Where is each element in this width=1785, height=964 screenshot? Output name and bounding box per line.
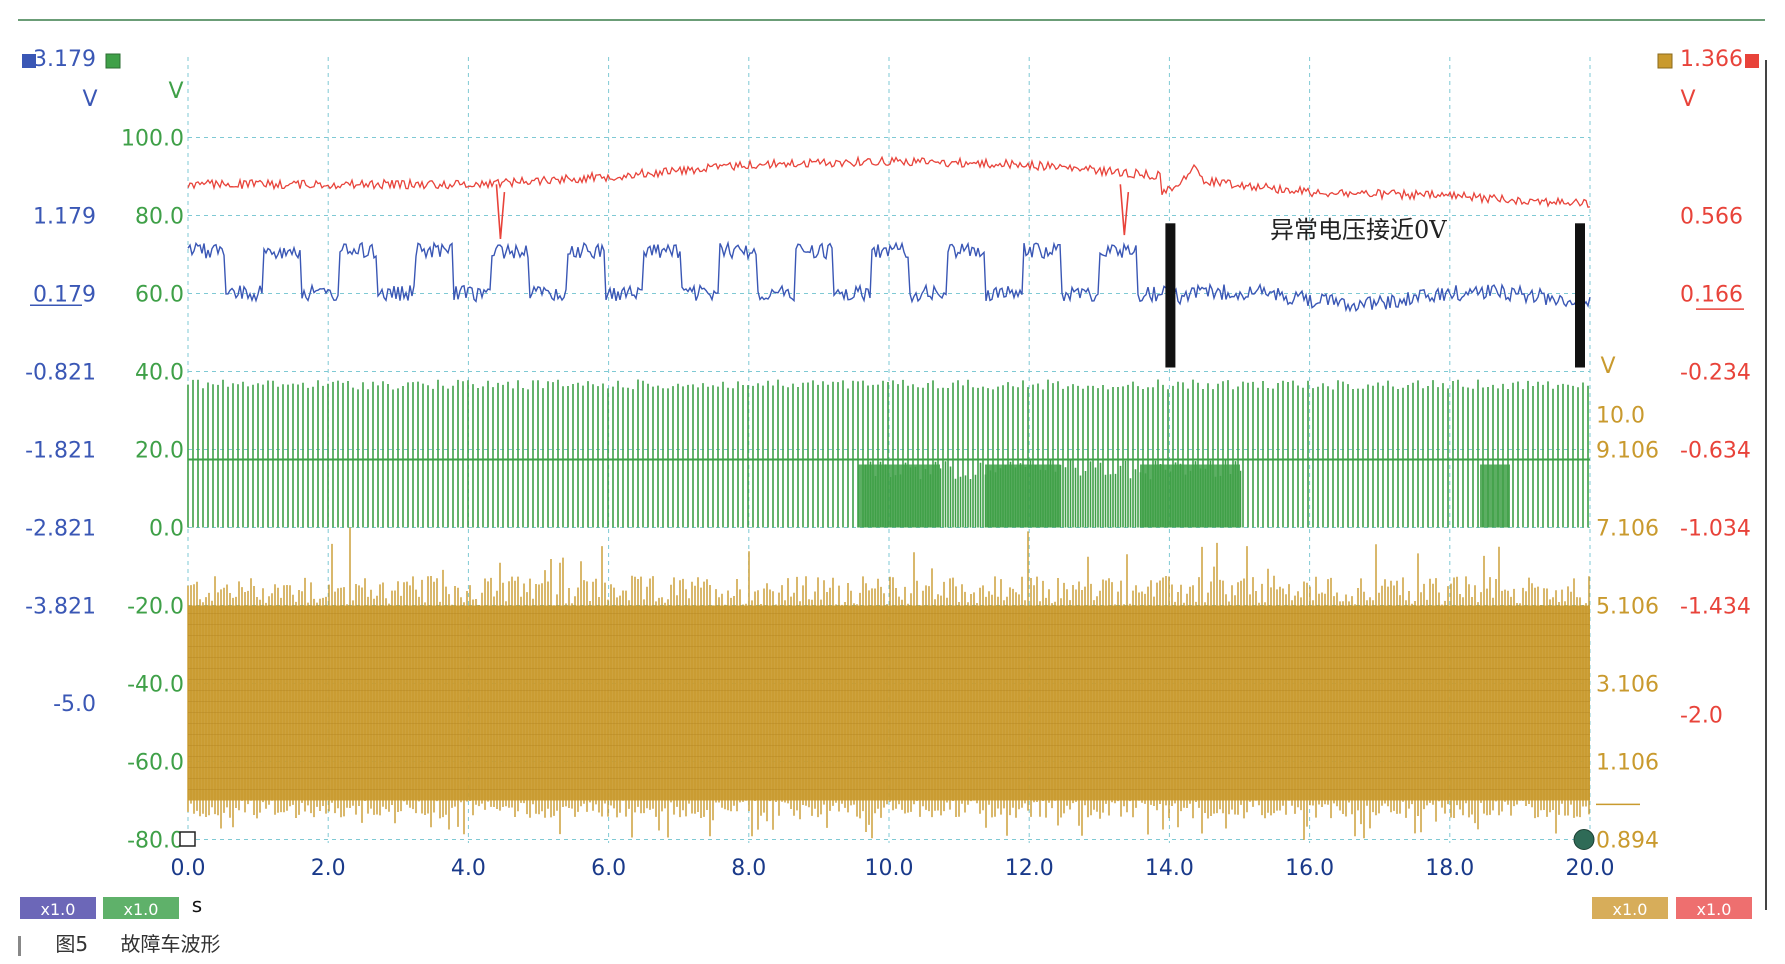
caption-bar (18, 935, 21, 956)
red-axis-tick: -1.434 (1680, 595, 1751, 620)
x-axis-tick: 20.0 (1566, 856, 1615, 881)
figure-caption: 图5 故障车波形 (18, 928, 246, 957)
blue-axis-tick: -1.821 (25, 439, 96, 464)
green-axis-tick: 0.0 (149, 517, 184, 542)
blue-axis-tick: 0.179 (33, 283, 96, 308)
green-multiplier-badge (103, 897, 179, 919)
red-axis-tick: -1.034 (1680, 517, 1751, 542)
blue-axis-tick: -2.821 (25, 517, 96, 542)
x-axis-tick: 18.0 (1425, 856, 1474, 881)
green-axis-tick: 40.0 (135, 361, 184, 386)
orange-axis-tick: 9.106 (1596, 439, 1659, 464)
x-axis-tick: 8.0 (731, 856, 766, 881)
orange-axis-tick: 0.894 (1596, 829, 1659, 854)
x-axis-tick: 16.0 (1285, 856, 1334, 881)
red-axis-tick: -0.634 (1680, 439, 1751, 464)
right-end-marker (1573, 829, 1595, 850)
caption-label: 图5 (55, 932, 89, 956)
green-axis-tick: -20.0 (127, 595, 184, 620)
red-spike (1119, 184, 1130, 236)
red-multiplier-badge (1676, 897, 1752, 919)
blue-trace (187, 240, 1591, 313)
blue-axis-top-value: 3.179 (33, 47, 96, 72)
blue-axis-tick: -3.821 (25, 595, 96, 620)
green-axis-tick: -60.0 (127, 751, 184, 776)
orange-axis-tick: 7.106 (1596, 517, 1659, 542)
red-axis-tick: -2.0 (1680, 704, 1723, 729)
green-axis-tick: -80.0 (127, 829, 184, 854)
orange-channel-swatch (1657, 53, 1673, 69)
blue-axis-tick: -5.0 (53, 692, 96, 717)
green-dense-block (1480, 464, 1510, 528)
blue-multiplier-label: x1.0 (41, 900, 76, 919)
red-axis-tick: -0.234 (1680, 361, 1751, 386)
green-axis-tick: 60.0 (135, 283, 184, 308)
green-axis-unit: V (168, 79, 183, 104)
green-dense-block (985, 464, 1060, 528)
x-axis-tick: 4.0 (451, 856, 486, 881)
orange-axis-tick: 5.106 (1596, 595, 1659, 620)
orange-striations (188, 613, 1590, 790)
blue-axis-tick: 1.179 (33, 205, 96, 230)
green-dense-block (858, 464, 940, 528)
blue-multiplier-badge (20, 897, 96, 919)
x-axis-tick: 6.0 (591, 856, 626, 881)
x-axis-tick: 14.0 (1145, 856, 1194, 881)
green-multiplier-label: x1.0 (124, 900, 159, 919)
green-channel-swatch (105, 53, 121, 69)
x-axis-tick: 10.0 (865, 856, 914, 881)
green-dense-block (1140, 464, 1240, 528)
blue-channel-swatch (22, 54, 36, 68)
red-axis-tick: 0.566 (1680, 205, 1743, 230)
red-spike (495, 184, 506, 239)
red-channel-swatch (1745, 54, 1759, 68)
green-axis-tick: 80.0 (135, 205, 184, 230)
orange-axis-tick: 3.106 (1596, 673, 1659, 698)
left-end-marker (179, 831, 196, 847)
orange-axis-tick: 10.0 (1596, 404, 1645, 429)
red-axis-top-value: 1.366 (1680, 47, 1743, 72)
cursor-marker (1165, 223, 1176, 368)
orange-axis-tick: 1.106 (1596, 751, 1659, 776)
red-axis-tick: 0.166 (1680, 283, 1743, 308)
orange-multiplier-label: x1.0 (1613, 900, 1648, 919)
cursor-marker (1575, 223, 1585, 368)
annotation-text: 异常电压接近0V (1270, 216, 1447, 244)
orange-trace (187, 527, 1590, 840)
x-axis-tick: 2.0 (311, 856, 346, 881)
orange-multiplier-badge (1592, 897, 1668, 919)
x-axis-tick: 12.0 (1005, 856, 1054, 881)
red-trace (187, 155, 1591, 208)
orange-axis-unit: V (1600, 354, 1615, 379)
green-axis-tick: 100.0 (121, 127, 184, 152)
caption-text: 故障车波形 (120, 932, 221, 956)
red-axis-unit: V (1680, 87, 1695, 112)
green-axis-tick: -40.0 (127, 673, 184, 698)
red-multiplier-label: x1.0 (1697, 900, 1732, 919)
x-axis-tick: 0.0 (171, 856, 206, 881)
blue-axis-tick: -0.821 (25, 361, 96, 386)
green-axis-tick: 20.0 (135, 439, 184, 464)
x-axis-unit: s (192, 893, 202, 917)
blue-axis-unit: V (82, 87, 97, 112)
